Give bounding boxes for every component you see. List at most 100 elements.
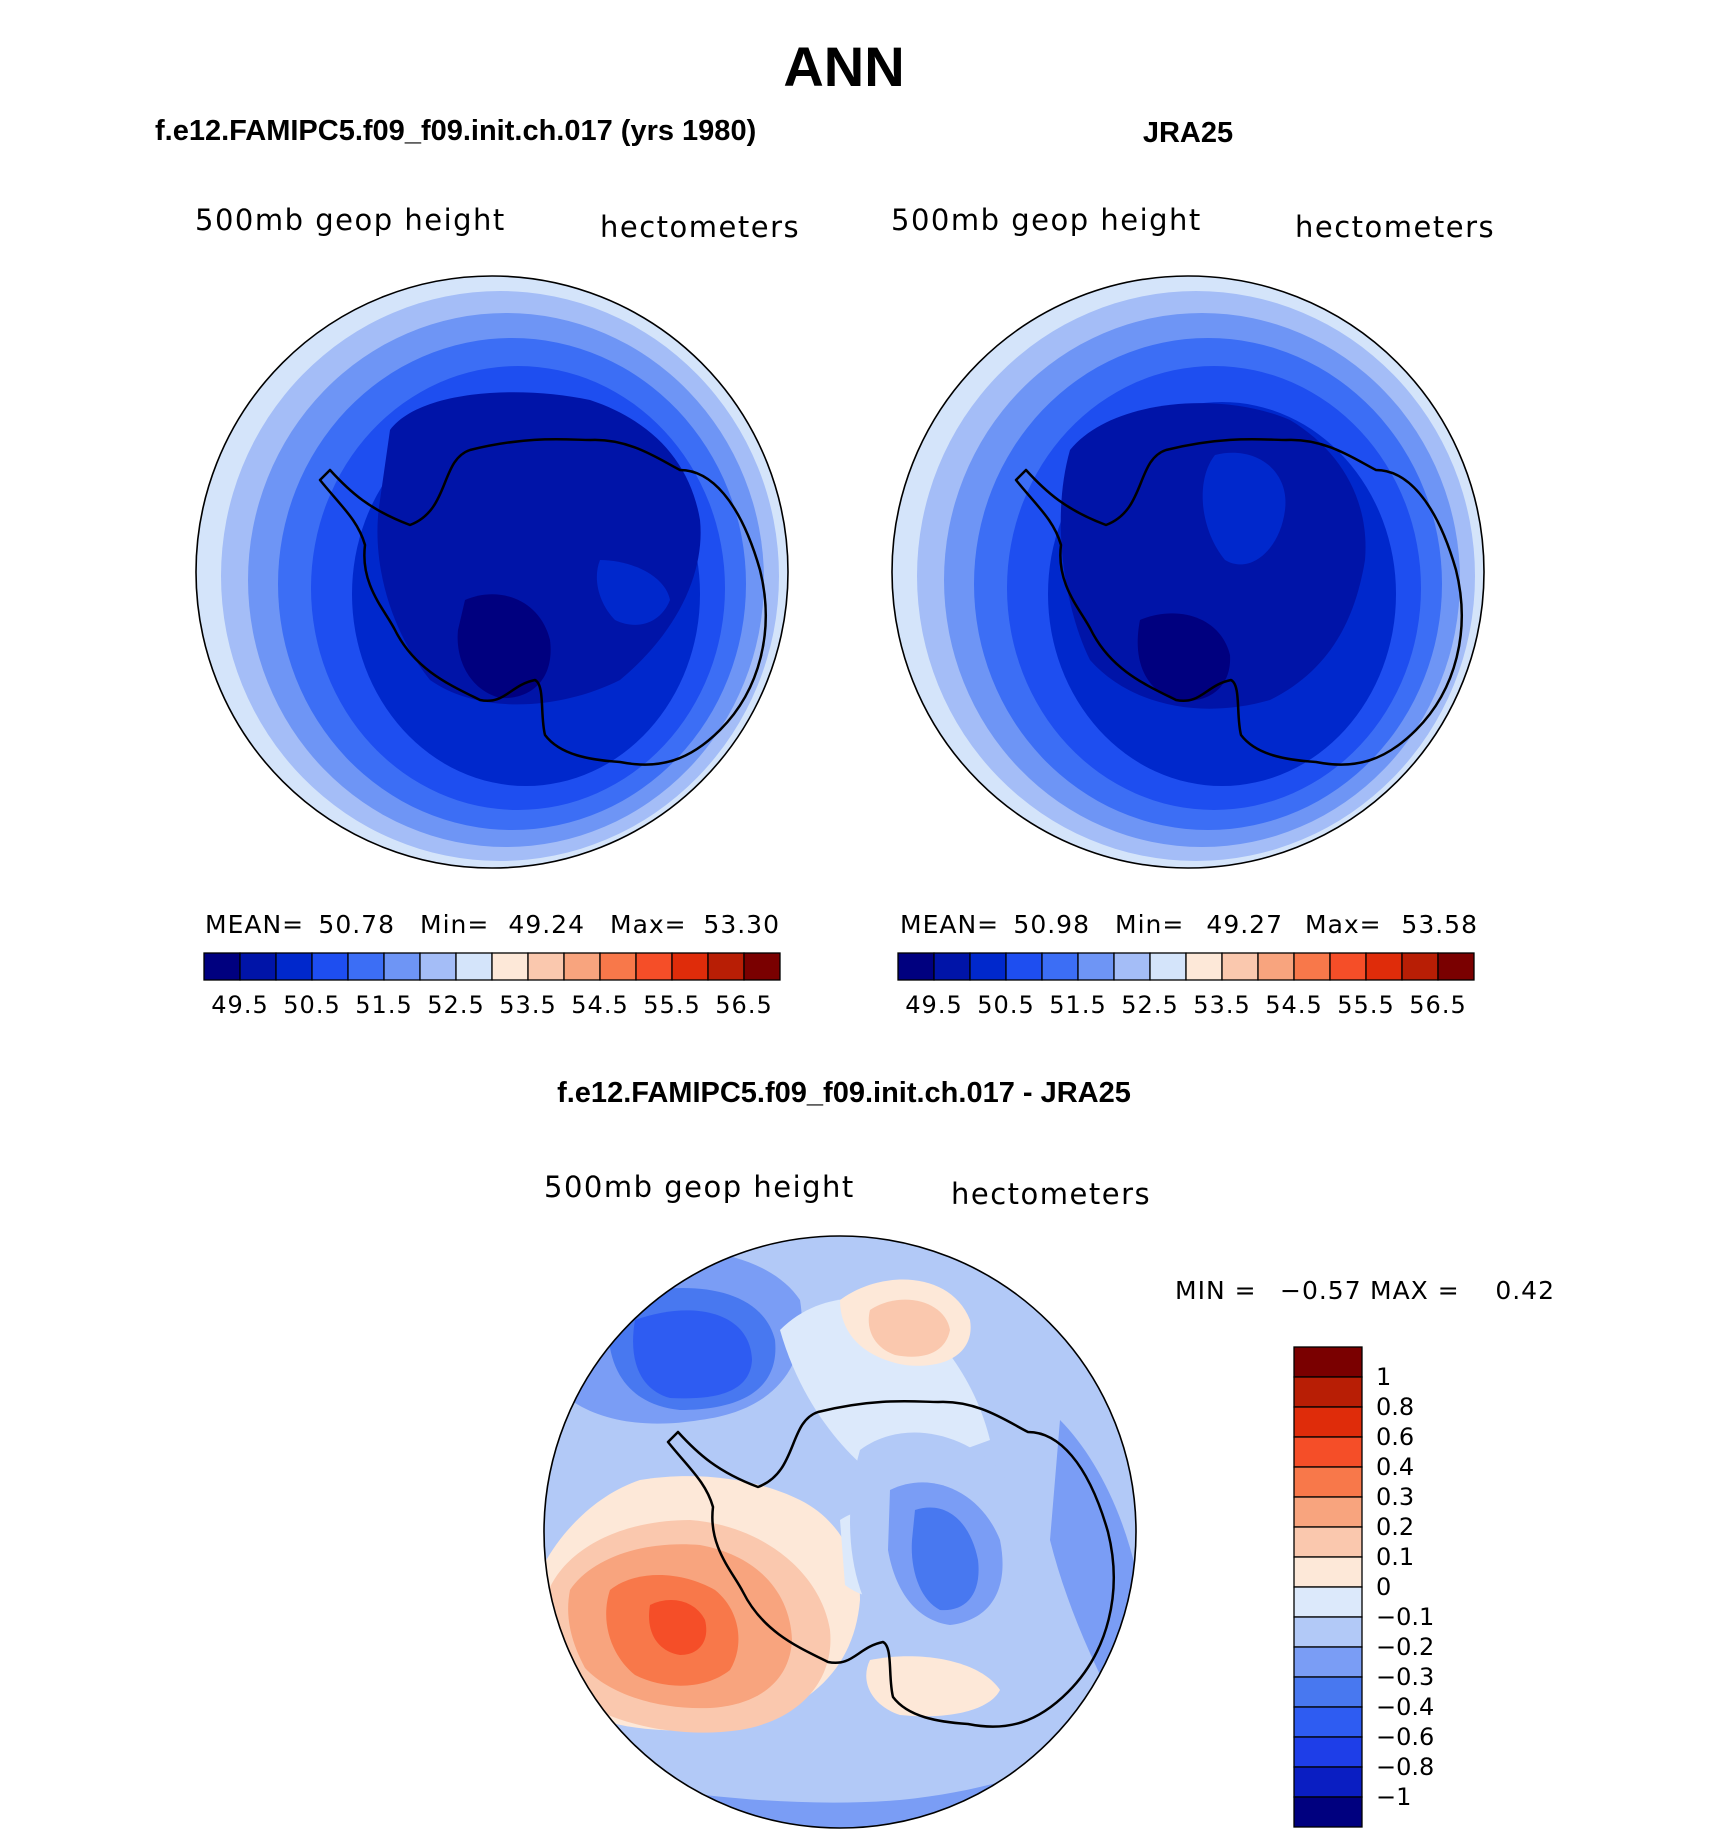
colorbar-swatch	[1005, 952, 1043, 981]
colorbar-swatch	[419, 952, 457, 981]
colorbar-swatch	[1293, 1706, 1363, 1738]
colorbar-swatch	[527, 952, 565, 981]
colorbar-swatch	[1293, 1676, 1363, 1708]
colorbar-swatch	[1185, 952, 1223, 981]
contour-band	[633, 1310, 752, 1399]
colorbar-swatch	[311, 952, 349, 981]
colorbar-swatch	[933, 952, 971, 981]
colorbar-tick-label: 51.5	[355, 991, 412, 1019]
colorbar-swatch	[707, 952, 745, 981]
colorbar-swatch	[1041, 952, 1079, 981]
colorbar-tick-label: 0	[1376, 1573, 1391, 1601]
panel-title-model: f.e12.FAMIPC5.f09_f09.init.ch.017 (yrs 1…	[155, 115, 756, 147]
colorbar-tick-label: 0.2	[1376, 1513, 1414, 1541]
colorbar-swatch	[1293, 1586, 1363, 1618]
colorbar-swatch	[1437, 952, 1475, 981]
colorbar-tick-label: 56.5	[1409, 991, 1466, 1019]
panel-model: f.e12.FAMIPC5.f09_f09.init.ch.017 (yrs 1…	[155, 115, 800, 1019]
colorbar-swatch	[671, 952, 709, 981]
colorbar-swatch	[1077, 952, 1115, 981]
colorbar-swatch	[1293, 1556, 1363, 1588]
colorbar-tick-label: −1	[1376, 1783, 1411, 1811]
colorbar-swatch	[1293, 1376, 1363, 1408]
colorbar-swatch	[1329, 952, 1367, 981]
colorbar-tick-label: 52.5	[427, 991, 484, 1019]
colorbar-swatch	[1293, 1346, 1363, 1378]
colorbar-tick-label: −0.3	[1376, 1663, 1434, 1691]
map-border-obs	[891, 275, 1485, 869]
colorbar-tick-label: 0.4	[1376, 1453, 1414, 1481]
min-label-obs: Min=	[1115, 910, 1184, 939]
max-label-model: Max=	[610, 910, 687, 939]
colorbar-tick-label: 50.5	[283, 991, 340, 1019]
contour-band	[866, 1656, 1000, 1717]
colorbar-tick-label: 54.5	[571, 991, 628, 1019]
colorbar-swatch	[969, 952, 1007, 981]
mean-value-model: 50.78	[318, 910, 395, 939]
colorbar-swatch	[347, 952, 385, 981]
colorbar-tick-label: −0.4	[1376, 1693, 1434, 1721]
min-label-diff: MIN =	[1175, 1276, 1257, 1305]
colorbar-swatch	[1293, 1466, 1363, 1498]
contour-band	[596, 560, 670, 625]
colorbar-swatch	[455, 952, 493, 981]
map-border-diff	[543, 1235, 1137, 1829]
colorbar-tick-label: −0.1	[1376, 1603, 1434, 1631]
units-label-obs: hectometers	[1295, 210, 1495, 244]
units-label-model: hectometers	[600, 210, 800, 244]
max-label-obs: Max=	[1305, 910, 1382, 939]
colorbar-swatch	[1293, 1436, 1363, 1468]
colorbar-swatch	[563, 952, 601, 981]
min-value-model: 49.24	[508, 910, 585, 939]
contour-band	[649, 1600, 707, 1655]
contour-bands-model	[196, 276, 788, 868]
colorbar-tick-label: 0.6	[1376, 1423, 1414, 1451]
mean-value-obs: 50.98	[1013, 910, 1090, 939]
max-value-diff: 0.42	[1495, 1276, 1555, 1305]
colorbar-swatch	[1221, 952, 1259, 981]
colorbar-swatch	[1293, 1736, 1363, 1768]
variable-label-model: 500mb geop height	[195, 203, 506, 237]
units-label-diff: hectometers	[951, 1177, 1151, 1211]
panel-diff: f.e12.FAMIPC5.f09_f09.init.ch.017 - JRA2…	[543, 1077, 1555, 1829]
colorbar-swatch	[1293, 1616, 1363, 1648]
colorbar-swatch	[1293, 1526, 1363, 1558]
colorbar-tick-label: 56.5	[715, 991, 772, 1019]
colorbar-tick-label: 50.5	[977, 991, 1034, 1019]
panel-title-diff: f.e12.FAMIPC5.f09_f09.init.ch.017 - JRA2…	[557, 1077, 1131, 1109]
contour-band	[1202, 452, 1286, 565]
colorbar-model: 49.5 50.5 51.5 52.5 53.5 54.5 55.5 56.5	[203, 952, 781, 1019]
colorbar-swatch	[1401, 952, 1439, 981]
max-value-obs: 53.58	[1401, 910, 1478, 939]
contour-band	[1137, 613, 1231, 701]
colorbar-swatch	[1257, 952, 1295, 981]
colorbar-swatch	[491, 952, 529, 981]
colorbar-swatch	[1293, 1406, 1363, 1438]
max-label-diff: MAX =	[1370, 1276, 1460, 1305]
figure-title: ANN	[783, 35, 904, 98]
colorbar-swatch	[1365, 952, 1403, 981]
colorbar-tick-label: 55.5	[1337, 991, 1394, 1019]
mean-label-obs: MEAN=	[900, 910, 999, 939]
colorbar-tick-label: 0.8	[1376, 1393, 1414, 1421]
colorbar-tick-label: 54.5	[1265, 991, 1322, 1019]
min-value-obs: 49.27	[1206, 910, 1283, 939]
contour-bands-diff	[544, 1236, 1136, 1828]
colorbar-swatch	[1293, 1496, 1363, 1528]
colorbar-swatch	[599, 952, 637, 981]
min-label-model: Min=	[420, 910, 489, 939]
colorbar-tick-label: −0.6	[1376, 1723, 1434, 1751]
contour-band	[911, 1507, 979, 1611]
mean-label-model: MEAN=	[205, 910, 304, 939]
colorbar-tick-label: 49.5	[905, 991, 962, 1019]
colorbar-swatch	[1149, 952, 1187, 981]
colorbar-swatch	[203, 952, 241, 981]
contour-bands-obs	[892, 276, 1484, 868]
colorbar-swatch	[897, 952, 935, 981]
panel-title-obs: JRA25	[1143, 117, 1233, 149]
min-value-diff: −0.57	[1280, 1276, 1362, 1305]
colorbar-tick-label: 55.5	[643, 991, 700, 1019]
variable-label-diff: 500mb geop height	[544, 1170, 855, 1204]
colorbar-obs: 49.5 50.5 51.5 52.5 53.5 54.5 55.5 56.5	[897, 952, 1475, 1019]
